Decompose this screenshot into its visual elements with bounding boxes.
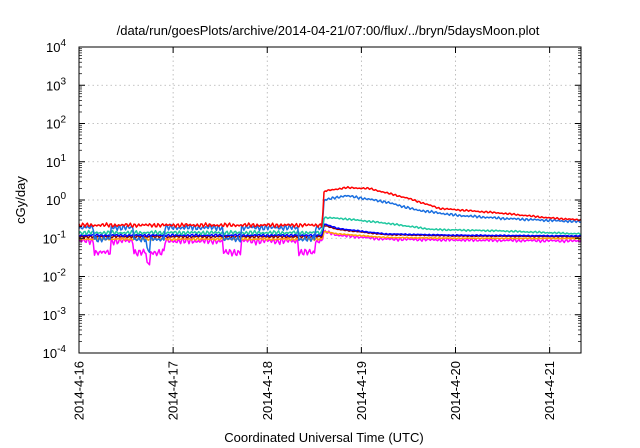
y-tick-label: 101 bbox=[46, 153, 66, 170]
y-tick-label: 10-3 bbox=[43, 306, 67, 323]
x-tick-labels: 2014-4-16 2014-4-17 2014-4-18 2014-4-19 2014… bbox=[72, 361, 558, 420]
series-group bbox=[78, 185, 582, 266]
x-tick-label: 2014-4-16 bbox=[72, 361, 87, 420]
y-tick-label: 102 bbox=[46, 115, 66, 132]
x-axis-label: Coordinated Universal Time (UTC) bbox=[224, 430, 423, 445]
y-axis-label: cGy/day bbox=[13, 176, 28, 224]
x-tick-label: 2014-4-17 bbox=[166, 361, 181, 420]
y-tick-label: 10-4 bbox=[43, 344, 67, 361]
ticks bbox=[78, 46, 581, 354]
series-line bbox=[78, 185, 582, 228]
series-line bbox=[78, 223, 582, 238]
y-tick-label: 10-1 bbox=[43, 229, 67, 246]
series-line bbox=[78, 216, 582, 236]
x-tick-label: 2014-4-21 bbox=[542, 361, 557, 420]
y-tick-label: 104 bbox=[46, 38, 66, 55]
y-tick-label: 103 bbox=[46, 76, 66, 93]
series-line bbox=[78, 194, 582, 254]
x-tick-label: 2014-4-18 bbox=[260, 361, 275, 420]
x-tick-label: 2014-4-19 bbox=[354, 361, 369, 420]
y-tick-label: 10-2 bbox=[43, 268, 67, 285]
grid bbox=[79, 47, 581, 353]
x-tick-label: 2014-4-20 bbox=[448, 361, 463, 420]
y-tick-labels: 10-4 10-3 10-2 10-1 100 101 102 103 104 bbox=[43, 38, 67, 361]
y-tick-label: 100 bbox=[46, 191, 66, 208]
chart-title: /data/run/goesPlots/archive/2014-04-21/0… bbox=[117, 23, 540, 38]
